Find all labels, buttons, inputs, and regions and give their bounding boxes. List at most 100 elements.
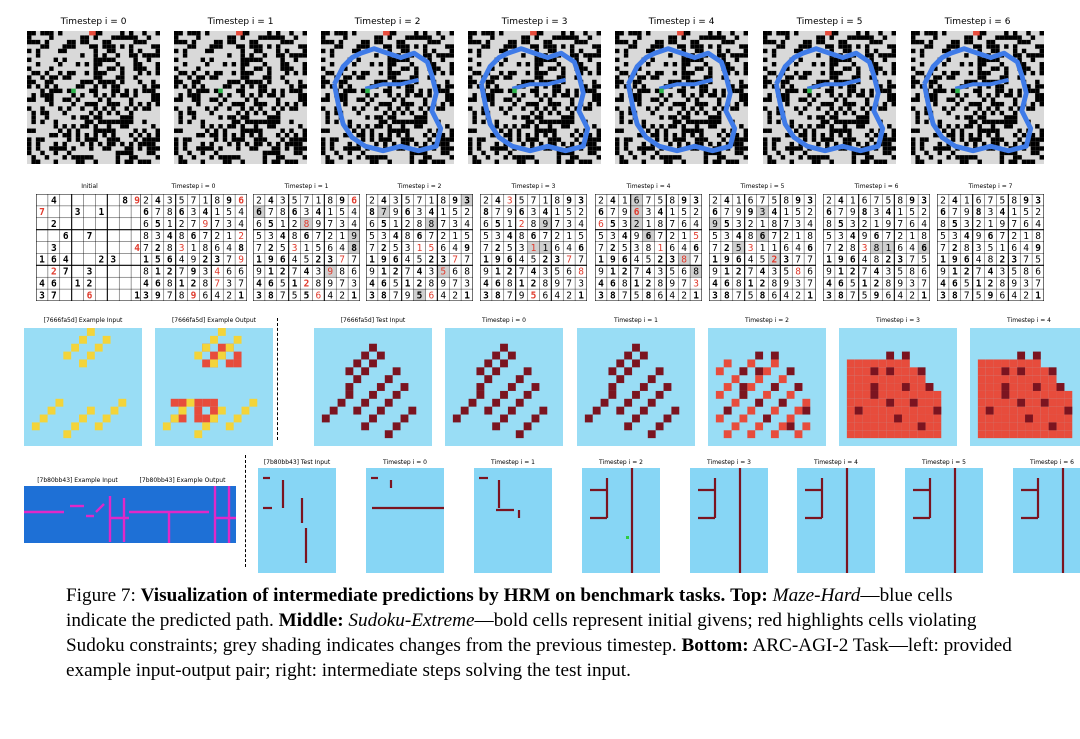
sudoku-cell: 6 [519, 207, 525, 218]
sudoku-cell: 5 [226, 207, 232, 218]
sudoku-cell: 2 [850, 267, 856, 278]
sudoku-cell: 6 [256, 207, 262, 218]
caption-middle-text: —bold cells represent initial givens; re… [66, 610, 977, 656]
sudoku-cell: 8 [658, 219, 664, 230]
sudoku-cell: 9 [1035, 243, 1041, 254]
sudoku-cell: 2 [976, 219, 982, 230]
sudoku-cell: 7 [598, 243, 604, 254]
sudoku-cell: 7 [976, 267, 982, 278]
sudoku-cell: 4 [238, 207, 244, 218]
maze-start [365, 88, 370, 94]
sudoku-cell: 6 [316, 290, 322, 301]
maze-goal [825, 31, 832, 36]
sudoku-cell: 7 [339, 255, 345, 266]
sudoku-cell: 6 [964, 255, 970, 266]
sudoku-cell: 8 [483, 207, 489, 218]
sudoku-cell: 2 [531, 278, 537, 289]
sudoku-cell: 2 [214, 231, 220, 242]
sudoku-cell: 5 [440, 267, 446, 278]
sudoku-cell: 6 [280, 255, 286, 266]
sudoku-cell: 3 [531, 207, 537, 218]
arc2-label-5: Timestep i = 2 [599, 459, 643, 466]
sudoku-cell: 3 [874, 207, 880, 218]
sudoku-cell: 6 [351, 195, 357, 206]
sudoku-cell: 2 [622, 267, 628, 278]
sudoku-cell: 5 [429, 243, 435, 254]
sudoku-cell: 9 [393, 207, 399, 218]
sudoku-cell: 5 [369, 231, 375, 242]
sudoku-cell: 6 [393, 255, 399, 266]
sudoku-cell: 1 [75, 278, 81, 289]
sudoku-cell: 4 [292, 255, 298, 266]
sudoku-cell: 4 [280, 231, 286, 242]
sudoku-cell: 4 [748, 255, 754, 266]
sudoku-cell: 8 [578, 267, 584, 278]
arc2-example-1 [129, 486, 236, 543]
sudoku-cell: 9 [519, 290, 525, 301]
sudoku-cell: 5 [964, 278, 970, 289]
sudoku-cell: 7 [507, 290, 513, 301]
sudoku-cell: 1 [886, 243, 892, 254]
sudoku-cell: 4 [214, 290, 220, 301]
sudoku-cell: 4 [838, 195, 844, 206]
sudoku-cell: 5 [1000, 195, 1006, 206]
sudoku-cell: 7 [783, 219, 789, 230]
sudoku-cell: 5 [736, 243, 742, 254]
sudoku-cell: 9 [238, 255, 244, 266]
sudoku-cell: 5 [304, 290, 310, 301]
sudoku-grid-0: 4 8 97 3 126 73 41 6 4 2 32 7 34 6 1 23 7 6 1 [36, 194, 143, 301]
sudoku-cell: 2 [143, 195, 149, 206]
sudoku-cell: 4 [772, 207, 778, 218]
sudoku-cell: 1 [339, 231, 345, 242]
sudoku-cell: 6 [292, 207, 298, 218]
sudoku-cell: 4 [1000, 207, 1006, 218]
sudoku-cell: 3 [1035, 195, 1041, 206]
sudoku-cell: 2 [760, 278, 766, 289]
sudoku-cell: 1 [554, 207, 560, 218]
sudoku-cell: 3 [464, 278, 470, 289]
sudoku-cell: 9 [610, 255, 616, 266]
arc2-label-8: Timestep i = 5 [922, 459, 966, 466]
sudoku-cell: 4 [543, 207, 549, 218]
sudoku-cell: 2 [179, 219, 185, 230]
sudoku-cell: 5 [483, 231, 489, 242]
sudoku-cell: 1 [578, 290, 584, 301]
arc2-grid-5 [582, 468, 660, 573]
sudoku-cell: 1 [39, 255, 45, 266]
sudoku-cell: 5 [280, 243, 286, 254]
sudoku-cell: 9 [712, 219, 718, 230]
sudoku-cell: 5 [598, 231, 604, 242]
sudoku-cell: 4 [452, 243, 458, 254]
sudoku-cell: 4 [316, 207, 322, 218]
sudoku-cell: 7 [143, 243, 149, 254]
caption-top-text: —blue cells indicate the predicted path. [66, 585, 953, 631]
sudoku-cell: 2 [681, 290, 687, 301]
sudoku-cell: 9 [826, 267, 832, 278]
sudoku-cell: 6 [417, 231, 423, 242]
sudoku-cell: 3 [167, 195, 173, 206]
sudoku-cell: 7 [566, 255, 572, 266]
sudoku-cell: 3 [381, 231, 387, 242]
sudoku-cell: 1 [134, 290, 140, 301]
sudoku-cell: 5 [634, 290, 640, 301]
sudoku-cell: 6 [669, 243, 675, 254]
sudoku-cell: 5 [405, 195, 411, 206]
sudoku-cell: 6 [874, 231, 880, 242]
sudoku-cell: 2 [51, 219, 57, 230]
sudoku-cell: 3 [393, 195, 399, 206]
sudoku-cell: 2 [507, 267, 513, 278]
sudoku-cell: 2 [191, 278, 197, 289]
sudoku-cell: 6 [531, 231, 537, 242]
sudoku-cell: 6 [1000, 290, 1006, 301]
sudoku-cell: 2 [280, 267, 286, 278]
sudoku-cell: 7 [964, 290, 970, 301]
sudoku-label-5: Timestep i = 4 [626, 183, 671, 190]
sudoku-cell: 6 [760, 231, 766, 242]
sudoku-cell: 4 [1011, 290, 1017, 301]
sudoku-cell: 4 [988, 267, 994, 278]
sudoku-cell: 4 [862, 255, 868, 266]
sudoku-cell: 1 [143, 255, 149, 266]
arc2-grid-4 [474, 468, 552, 573]
sudoku-cell: 1 [693, 290, 699, 301]
sudoku-cell: 4 [1023, 243, 1029, 254]
